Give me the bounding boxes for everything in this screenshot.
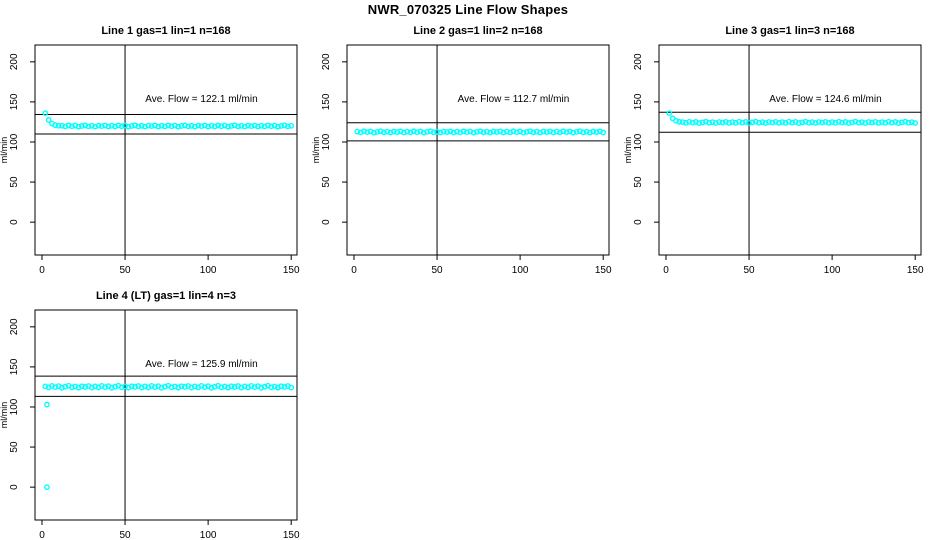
subplot-line-2-title: Line 2 gas=1 lin=2 n=168 — [413, 25, 543, 37]
subplot-line-1-title: Line 1 gas=1 lin=1 n=168 — [101, 25, 231, 37]
svg-text:150: 150 — [9, 93, 20, 110]
subplot-line-4-title: Line 4 (LT) gas=1 lin=4 n=3 — [95, 290, 237, 302]
svg-text:50: 50 — [633, 176, 644, 188]
svg-text:50: 50 — [119, 265, 131, 276]
svg-text:200: 200 — [321, 53, 332, 70]
svg-text:Ave. Flow = 112.7 ml/min: Ave. Flow = 112.7 ml/min — [458, 94, 570, 105]
svg-text:150: 150 — [283, 530, 300, 540]
subplot-line-4: Line 4 (LT) gas=1 lin=4 n=3 0 50 100 150 0 50… — [0, 285, 312, 540]
svg-text:100: 100 — [200, 530, 217, 540]
svg-text:150: 150 — [633, 93, 644, 110]
svg-text:0: 0 — [39, 265, 45, 276]
svg-text:ml/min: ml/min — [312, 137, 321, 164]
subplot-line-2: Line 2 gas=1 lin=2 n=168 0 50 100 150 0 50 100… — [312, 20, 624, 285]
svg-text:0: 0 — [9, 219, 20, 225]
svg-text:ml/min: ml/min — [624, 137, 633, 164]
svg-text:0: 0 — [633, 219, 644, 225]
svg-text:150: 150 — [283, 265, 300, 276]
svg-text:Ave. Flow = 124.6 ml/min: Ave. Flow = 124.6 ml/min — [769, 94, 881, 105]
svg-text:Ave. Flow = 122.1 ml/min: Ave. Flow = 122.1 ml/min — [145, 94, 257, 105]
svg-text:150: 150 — [907, 265, 924, 276]
svg-text:0: 0 — [39, 530, 45, 540]
svg-text:0: 0 — [351, 265, 357, 276]
svg-text:ml/min: ml/min — [0, 137, 9, 164]
svg-text:100: 100 — [9, 398, 20, 415]
svg-text:ml/min: ml/min — [0, 402, 9, 429]
subplot-line-3: Line 3 gas=1 lin=3 n=168 0 50 100 150 0 50 100… — [624, 20, 936, 285]
svg-text:100: 100 — [512, 265, 529, 276]
svg-text:0: 0 — [321, 219, 332, 225]
svg-text:50: 50 — [321, 176, 332, 188]
plot-canvas-line-4: 0 50 100 150 0 50 100 150 200 ml/min Ave. Flow = 1… — [0, 309, 300, 540]
svg-text:200: 200 — [633, 53, 644, 70]
svg-text:200: 200 — [9, 53, 20, 70]
subplot-line-1: Line 1 gas=1 lin=1 n=168 0 50 100 150 0 50 100… — [0, 20, 312, 285]
svg-text:0: 0 — [9, 484, 20, 490]
svg-text:Ave. Flow = 125.9 ml/min: Ave. Flow = 125.9 ml/min — [145, 359, 257, 370]
svg-text:100: 100 — [321, 133, 332, 150]
plot-canvas-line-3: 0 50 100 150 0 50 100 150 200 ml/min Ave. Flow = 1… — [624, 44, 924, 276]
svg-text:150: 150 — [9, 358, 20, 375]
svg-text:50: 50 — [9, 176, 20, 188]
svg-text:200: 200 — [9, 318, 20, 335]
page-title: NWR_070325 Line Flow Shapes — [367, 2, 569, 17]
subplot-line-3-title: Line 3 gas=1 lin=3 n=168 — [725, 25, 855, 37]
plot-canvas-line-1: 0 50 100 150 0 50 100 150 200 ml/min Ave. Flow = 1… — [0, 44, 300, 276]
svg-text:50: 50 — [9, 441, 20, 453]
svg-text:150: 150 — [321, 93, 332, 110]
svg-text:100: 100 — [824, 265, 841, 276]
svg-text:50: 50 — [431, 265, 443, 276]
svg-text:50: 50 — [743, 265, 755, 276]
svg-text:0: 0 — [663, 265, 669, 276]
svg-text:50: 50 — [119, 530, 131, 540]
svg-text:100: 100 — [633, 133, 644, 150]
svg-text:100: 100 — [200, 265, 217, 276]
svg-text:150: 150 — [595, 265, 612, 276]
svg-text:100: 100 — [9, 133, 20, 150]
plot-canvas-line-2: 0 50 100 150 0 50 100 150 200 ml/min Ave. Flow = 1… — [312, 44, 612, 276]
